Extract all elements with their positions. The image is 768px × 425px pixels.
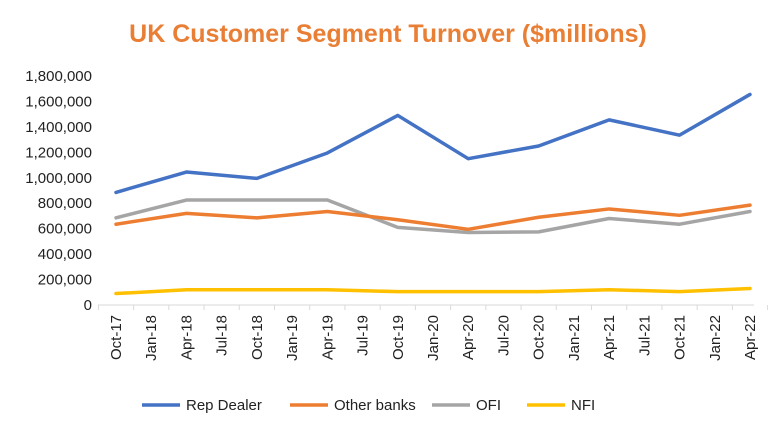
x-tick-label: Oct-21 (672, 315, 689, 360)
x-tick-label: Oct-19 (390, 315, 407, 360)
x-tick-label: Jul-18 (214, 315, 231, 356)
series-line-rep-dealer (114, 92, 752, 195)
x-tick-label: Oct-20 (531, 315, 548, 360)
y-tick-label: 1,000,000 (25, 170, 92, 187)
y-tick-label: 200,000 (38, 272, 92, 289)
y-tick-label: 0 (84, 297, 92, 314)
legend: Rep Dealer Other banks OFI NFI (142, 397, 595, 414)
x-tick-label: Jan-18 (143, 315, 160, 361)
plot-area (114, 92, 752, 296)
x-tick-label: Oct-18 (249, 315, 266, 360)
x-tick-label: Jul-21 (636, 315, 653, 356)
x-axis: Oct-17 Jan-18 Apr-18 Jul-18 Oct-18 Jan-19 Apr-… (97, 304, 768, 361)
x-tick-label: Apr-21 (601, 315, 618, 360)
y-tick-label: 600,000 (38, 221, 92, 238)
y-tick-label: 1,200,000 (25, 144, 92, 161)
y-tick-label: 400,000 (38, 246, 92, 263)
y-tick-label: 1,800,000 (25, 68, 92, 85)
series-line-other-banks (114, 203, 752, 232)
x-tick-label: Jan-21 (566, 315, 583, 361)
x-tick-label: Apr-20 (460, 315, 477, 360)
x-tick-label: Oct-17 (108, 315, 125, 360)
legend-label: Other banks (334, 397, 416, 414)
y-tick-label: 1,600,000 (25, 93, 92, 110)
legend-label: OFI (476, 397, 501, 414)
chart-title: UK Customer Segment Turnover ($millions) (129, 20, 647, 48)
x-tick-label: Apr-18 (178, 315, 195, 360)
series-line-nfi (114, 286, 752, 296)
x-tick-label: Apr-22 (742, 315, 759, 360)
y-tick-label: 800,000 (38, 195, 92, 212)
x-tick-label: Jul-19 (355, 315, 372, 356)
legend-label: NFI (571, 397, 595, 414)
y-tick-label: 1,400,000 (25, 119, 92, 136)
y-axis: 0 200,000 400,000 600,000 800,000 1,000,000 1,… (25, 68, 92, 314)
series-line-ofi (114, 198, 752, 235)
x-tick-label: Jan-20 (425, 315, 442, 361)
x-tick-label: Jul-20 (495, 315, 512, 356)
x-tick-label: Jan-19 (284, 315, 301, 361)
x-tick-label: Apr-19 (319, 315, 336, 360)
x-tick-label: Jan-22 (707, 315, 724, 361)
legend-label: Rep Dealer (186, 397, 262, 414)
